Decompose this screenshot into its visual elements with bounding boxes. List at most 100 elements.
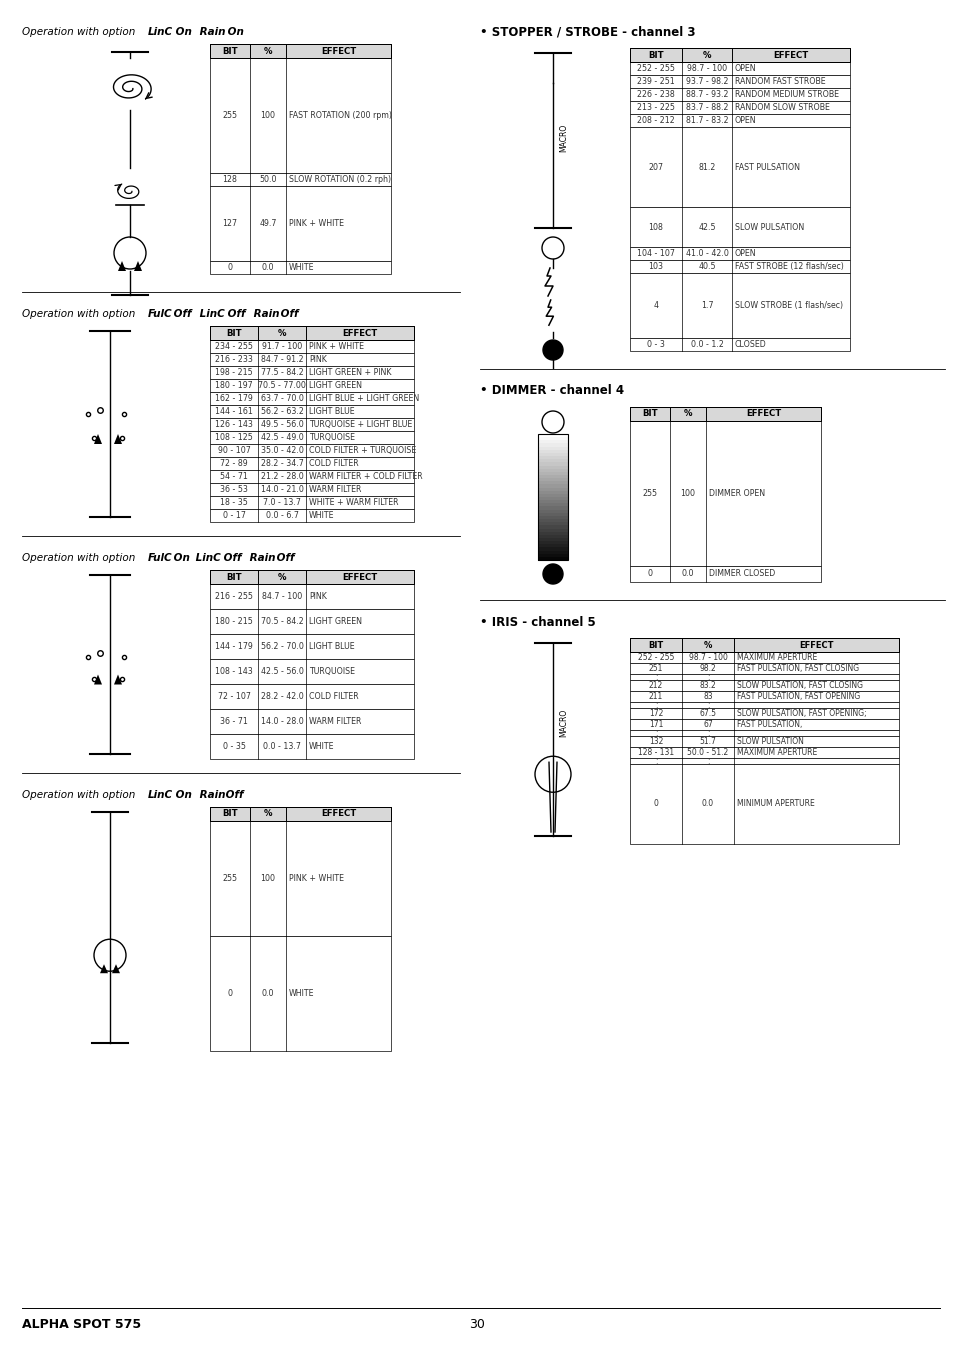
Text: MAXIMUM APERTURE: MAXIMUM APERTURE (737, 748, 817, 757)
Text: 0 - 35: 0 - 35 (222, 743, 245, 751)
Polygon shape (113, 433, 122, 444)
Text: 0.0: 0.0 (701, 799, 713, 809)
Bar (629, 730, 898, 736)
Text: LinC: LinC (195, 309, 225, 319)
Bar (537, 556, 567, 560)
Text: MACRO: MACRO (558, 124, 567, 153)
Bar (537, 471, 567, 475)
Bar (629, 273, 849, 338)
Text: :: : (706, 672, 708, 682)
Text: Off: Off (276, 309, 298, 319)
Bar (629, 62, 849, 76)
Text: 216 - 233: 216 - 233 (214, 355, 253, 364)
Bar (537, 468, 567, 472)
Text: 172: 172 (648, 709, 662, 718)
Text: LinC: LinC (148, 790, 172, 801)
Text: BIT: BIT (222, 810, 237, 818)
Text: 36 - 71: 36 - 71 (220, 717, 248, 726)
Text: DIMMER OPEN: DIMMER OPEN (708, 489, 764, 498)
Bar (629, 207, 849, 247)
Text: 67.5: 67.5 (699, 709, 716, 718)
Bar (210, 325, 414, 340)
Bar (629, 127, 849, 207)
Bar (629, 421, 821, 566)
Text: 14.0 - 28.0: 14.0 - 28.0 (260, 717, 303, 726)
Text: 1.7: 1.7 (700, 301, 713, 310)
Text: 252 - 255: 252 - 255 (637, 63, 674, 73)
Text: EFFECT: EFFECT (320, 810, 355, 818)
Text: 108 - 143: 108 - 143 (214, 667, 253, 676)
Bar (537, 513, 567, 517)
Text: 0.0: 0.0 (261, 263, 274, 271)
Bar (629, 76, 849, 88)
Text: SLOW PULSATION, FAST OPENING;: SLOW PULSATION, FAST OPENING; (737, 709, 865, 718)
Text: 28.2 - 34.7: 28.2 - 34.7 (260, 459, 303, 468)
Text: %: % (702, 50, 711, 59)
Text: RANDOM SLOW STROBE: RANDOM SLOW STROBE (734, 103, 829, 112)
Bar (210, 684, 414, 709)
Bar (210, 709, 414, 734)
Text: CLOSED: CLOSED (734, 340, 766, 350)
Polygon shape (112, 964, 120, 973)
Bar (629, 247, 849, 261)
Text: 49.5 - 56.0: 49.5 - 56.0 (260, 420, 303, 429)
Bar (210, 659, 414, 684)
Text: SLOW PULSATION, FAST CLOSING: SLOW PULSATION, FAST CLOSING (737, 680, 862, 690)
Text: 0.0: 0.0 (261, 990, 274, 998)
Text: WHITE: WHITE (289, 263, 314, 271)
Bar (629, 747, 898, 757)
Bar (210, 418, 414, 431)
Text: 30: 30 (469, 1318, 484, 1331)
Bar (537, 547, 567, 551)
Text: 252 - 255: 252 - 255 (638, 653, 674, 662)
Bar (537, 487, 567, 491)
Polygon shape (100, 964, 108, 973)
Text: 40.5: 40.5 (698, 262, 715, 271)
Bar (210, 458, 414, 470)
Text: 56.2 - 70.0: 56.2 - 70.0 (260, 643, 303, 651)
Text: SLOW ROTATION (0.2 rph): SLOW ROTATION (0.2 rph) (289, 176, 391, 184)
Text: 128 - 131: 128 - 131 (638, 748, 674, 757)
Text: 100: 100 (679, 489, 695, 498)
Text: 83.2: 83.2 (699, 680, 716, 690)
Text: Operation with option: Operation with option (22, 554, 138, 563)
Bar (537, 440, 567, 444)
Text: LIGHT BLUE: LIGHT BLUE (309, 643, 355, 651)
Bar (537, 447, 567, 451)
Bar (629, 639, 898, 652)
Bar (210, 570, 414, 585)
Bar (629, 764, 898, 844)
Text: 67: 67 (702, 720, 712, 729)
Text: Off: Off (222, 790, 243, 801)
Text: 81.7 - 83.2: 81.7 - 83.2 (685, 116, 727, 126)
Bar (210, 58, 391, 173)
Bar (629, 101, 849, 113)
Text: SLOW PULSATION: SLOW PULSATION (737, 737, 803, 747)
Text: %: % (703, 640, 712, 649)
Text: :: : (706, 756, 708, 765)
Bar (537, 554, 567, 558)
Text: 84.7 - 100: 84.7 - 100 (262, 593, 302, 601)
Text: OPEN: OPEN (734, 63, 756, 73)
Text: 98.7 - 100: 98.7 - 100 (688, 653, 727, 662)
Text: Operation with option: Operation with option (22, 309, 138, 319)
Text: 216 - 255: 216 - 255 (214, 593, 253, 601)
Text: %: % (683, 409, 692, 418)
Bar (537, 537, 567, 541)
Text: EFFECT: EFFECT (342, 328, 377, 338)
Text: • IRIS - channel 5: • IRIS - channel 5 (479, 616, 595, 629)
Polygon shape (94, 675, 102, 684)
Bar (537, 433, 567, 437)
Bar (210, 483, 414, 495)
Text: 42.5 - 49.0: 42.5 - 49.0 (260, 433, 303, 441)
Bar (629, 338, 849, 351)
Text: %: % (277, 572, 286, 582)
Text: Rain: Rain (250, 309, 279, 319)
Text: FulC: FulC (148, 309, 172, 319)
Text: :: : (654, 701, 657, 710)
Text: On: On (172, 27, 195, 36)
Text: %: % (263, 46, 272, 55)
Text: 208 - 212: 208 - 212 (637, 116, 674, 126)
Text: 54 - 71: 54 - 71 (220, 472, 248, 481)
Bar (629, 702, 898, 707)
